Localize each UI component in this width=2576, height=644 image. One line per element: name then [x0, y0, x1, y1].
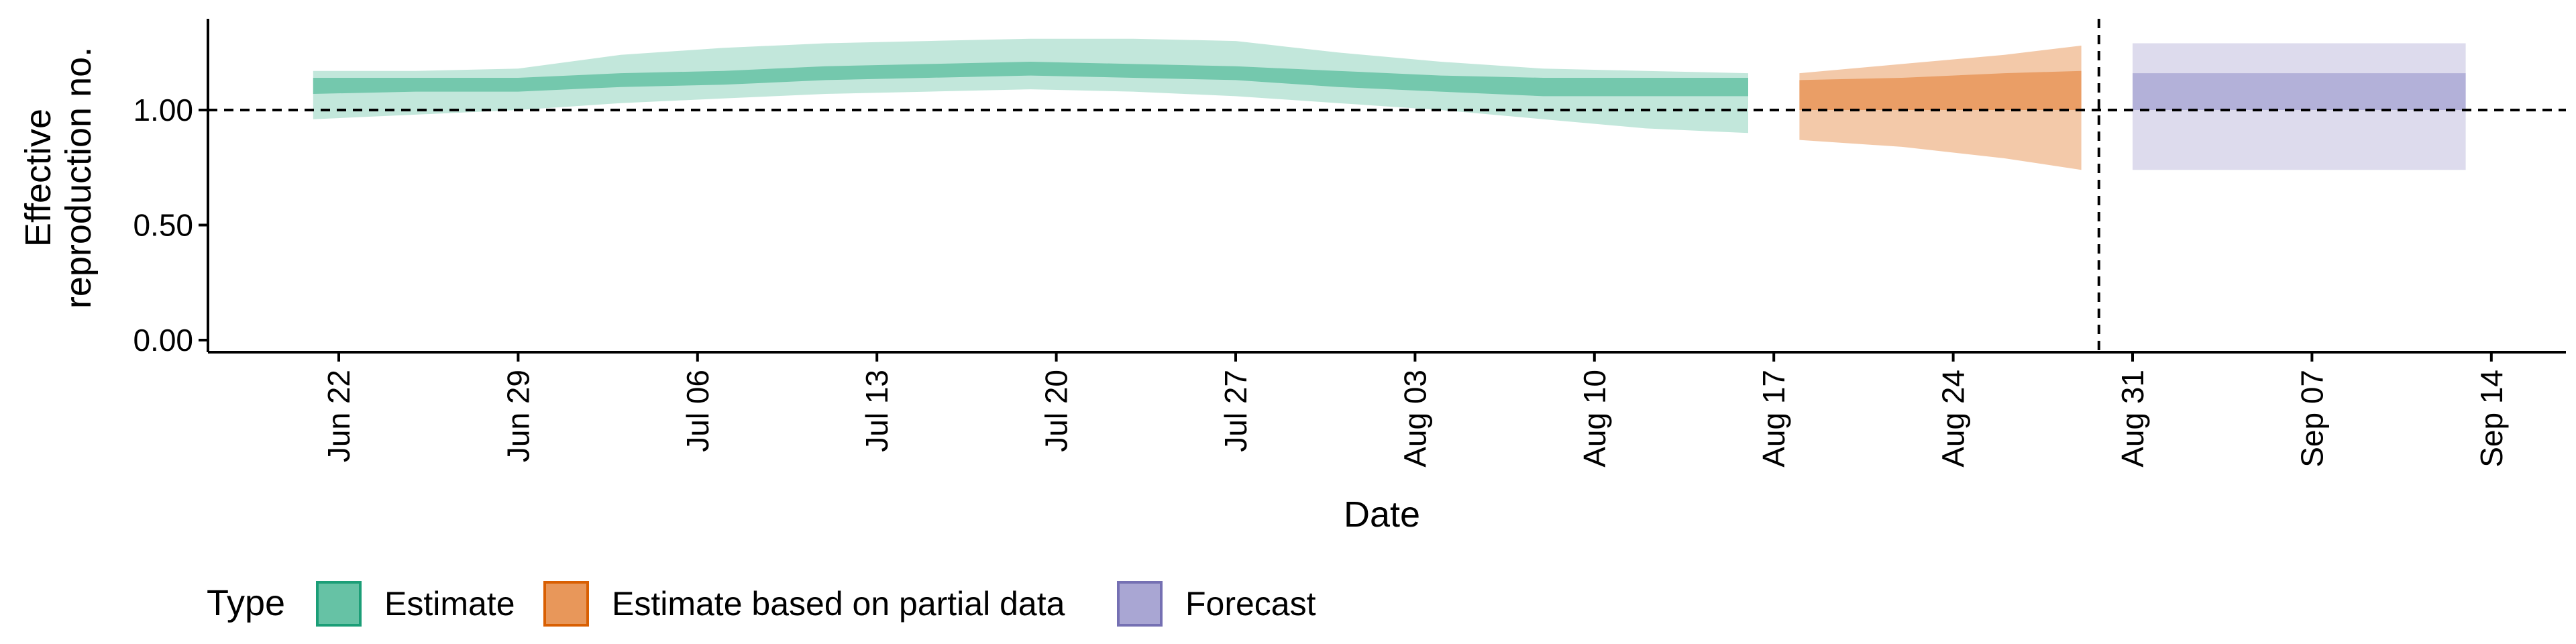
y-axis-title: Effective reproduction no. — [18, 47, 99, 309]
legend-label: Forecast — [1185, 585, 1316, 623]
legend-title: Type — [207, 583, 285, 623]
x-tick-label: Sep 07 — [2294, 370, 2329, 468]
band-inner-2 — [2133, 73, 2466, 110]
x-tick-label: Aug 24 — [1936, 370, 1971, 468]
y-tick-label: 0.50 — [133, 208, 193, 243]
tick-labels: 0.00 0.50 1.00 Jun 22 Jun 29 Jul 06 Jul 13 Jul … — [133, 93, 2508, 468]
legend-swatch — [316, 581, 362, 627]
x-tick-label: Jul 27 — [1218, 370, 1253, 452]
x-tick-label: Jul 20 — [1039, 370, 1074, 452]
x-tick-label: Jun 22 — [321, 370, 356, 462]
band-outer-0 — [313, 38, 1748, 133]
axes — [199, 19, 2566, 362]
x-tick-label: Aug 31 — [2115, 370, 2150, 468]
x-tick-label: Aug 03 — [1397, 370, 1432, 468]
x-tick-label: Sep 14 — [2474, 370, 2509, 468]
y-axis-title-line-2: reproduction no. — [58, 47, 99, 309]
y-axis-title-line-1: Effective — [18, 109, 58, 247]
x-tick-label: Jul 13 — [859, 370, 894, 452]
band-inner-0 — [313, 62, 1748, 97]
y-tick-label: 0.00 — [133, 323, 193, 358]
band-inner-1 — [1799, 70, 2082, 110]
legend-swatch — [543, 581, 589, 627]
reference-lines — [208, 19, 2566, 352]
legend: Type Estimate Estimate based on partial d… — [207, 581, 1316, 627]
y-tick-label: 1.00 — [133, 93, 193, 127]
x-axis-title: Date — [1344, 494, 1420, 535]
legend-label: Estimate based on partial data — [612, 585, 1065, 623]
legend-swatch — [1117, 581, 1163, 627]
x-tick-label: Aug 10 — [1577, 370, 1612, 468]
legend-label: Estimate — [384, 585, 515, 623]
x-tick-label: Jun 29 — [500, 370, 535, 462]
x-tick-label: Aug 17 — [1756, 370, 1791, 468]
x-tick-label: Jul 06 — [680, 370, 715, 452]
credible-interval-bands — [313, 38, 2466, 170]
